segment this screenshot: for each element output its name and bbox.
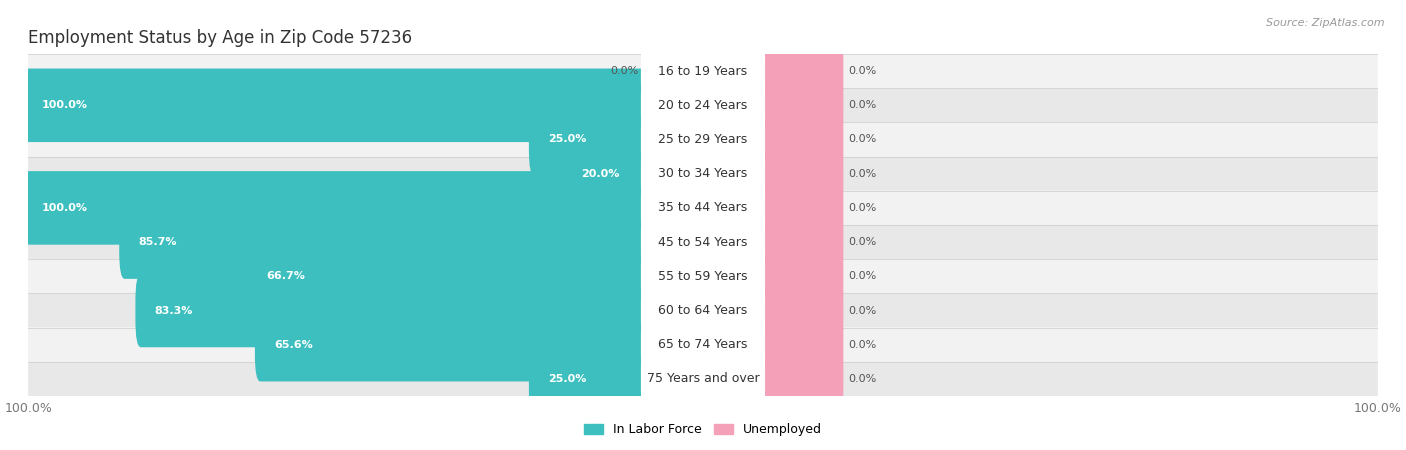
FancyBboxPatch shape bbox=[641, 158, 765, 258]
Text: 45 to 54 Years: 45 to 54 Years bbox=[658, 236, 748, 248]
Text: 0.0%: 0.0% bbox=[848, 169, 876, 179]
FancyBboxPatch shape bbox=[641, 192, 765, 292]
Text: 65 to 74 Years: 65 to 74 Years bbox=[658, 338, 748, 351]
FancyBboxPatch shape bbox=[28, 293, 1378, 328]
Text: 0.0%: 0.0% bbox=[610, 66, 638, 76]
Text: 100.0%: 100.0% bbox=[42, 203, 87, 213]
FancyBboxPatch shape bbox=[752, 171, 844, 245]
Text: Employment Status by Age in Zip Code 57236: Employment Status by Age in Zip Code 572… bbox=[28, 29, 412, 47]
FancyBboxPatch shape bbox=[135, 274, 709, 347]
Text: 0.0%: 0.0% bbox=[848, 135, 876, 144]
FancyBboxPatch shape bbox=[752, 274, 844, 347]
Text: 66.7%: 66.7% bbox=[266, 271, 305, 281]
FancyBboxPatch shape bbox=[22, 68, 709, 142]
FancyBboxPatch shape bbox=[641, 294, 765, 395]
Text: 0.0%: 0.0% bbox=[848, 374, 876, 384]
FancyBboxPatch shape bbox=[752, 239, 844, 313]
FancyBboxPatch shape bbox=[120, 205, 709, 279]
FancyBboxPatch shape bbox=[254, 308, 709, 382]
Text: 0.0%: 0.0% bbox=[848, 203, 876, 213]
FancyBboxPatch shape bbox=[752, 34, 844, 108]
FancyBboxPatch shape bbox=[641, 21, 765, 122]
FancyBboxPatch shape bbox=[28, 54, 1378, 88]
FancyBboxPatch shape bbox=[28, 88, 1378, 122]
FancyBboxPatch shape bbox=[28, 191, 1378, 225]
Text: 0.0%: 0.0% bbox=[848, 66, 876, 76]
FancyBboxPatch shape bbox=[752, 68, 844, 142]
Text: 35 to 44 Years: 35 to 44 Years bbox=[658, 202, 748, 214]
FancyBboxPatch shape bbox=[28, 259, 1378, 293]
FancyBboxPatch shape bbox=[752, 205, 844, 279]
FancyBboxPatch shape bbox=[28, 225, 1378, 259]
Text: 25 to 29 Years: 25 to 29 Years bbox=[658, 133, 748, 146]
Text: 20 to 24 Years: 20 to 24 Years bbox=[658, 99, 748, 112]
FancyBboxPatch shape bbox=[641, 123, 765, 224]
FancyBboxPatch shape bbox=[641, 226, 765, 327]
Text: 85.7%: 85.7% bbox=[138, 237, 177, 247]
Text: 0.0%: 0.0% bbox=[848, 340, 876, 350]
FancyBboxPatch shape bbox=[562, 137, 709, 211]
FancyBboxPatch shape bbox=[641, 260, 765, 361]
FancyBboxPatch shape bbox=[752, 308, 844, 382]
Text: 0.0%: 0.0% bbox=[848, 237, 876, 247]
FancyBboxPatch shape bbox=[22, 171, 709, 245]
Text: Source: ZipAtlas.com: Source: ZipAtlas.com bbox=[1267, 18, 1385, 28]
FancyBboxPatch shape bbox=[752, 103, 844, 176]
Text: 20.0%: 20.0% bbox=[582, 169, 620, 179]
Text: 0.0%: 0.0% bbox=[848, 271, 876, 281]
Legend: In Labor Force, Unemployed: In Labor Force, Unemployed bbox=[579, 418, 827, 441]
FancyBboxPatch shape bbox=[641, 89, 765, 190]
FancyBboxPatch shape bbox=[247, 239, 709, 313]
Text: 0.0%: 0.0% bbox=[848, 306, 876, 315]
Text: 55 to 59 Years: 55 to 59 Years bbox=[658, 270, 748, 283]
FancyBboxPatch shape bbox=[752, 137, 844, 211]
Text: 25.0%: 25.0% bbox=[548, 135, 586, 144]
FancyBboxPatch shape bbox=[28, 157, 1378, 191]
FancyBboxPatch shape bbox=[641, 55, 765, 156]
FancyBboxPatch shape bbox=[752, 342, 844, 416]
FancyBboxPatch shape bbox=[28, 362, 1378, 396]
FancyBboxPatch shape bbox=[28, 328, 1378, 362]
FancyBboxPatch shape bbox=[641, 328, 765, 429]
Text: 83.3%: 83.3% bbox=[155, 306, 193, 315]
Text: 16 to 19 Years: 16 to 19 Years bbox=[658, 65, 748, 77]
Text: 75 Years and over: 75 Years and over bbox=[647, 373, 759, 385]
FancyBboxPatch shape bbox=[529, 342, 709, 416]
Text: 60 to 64 Years: 60 to 64 Years bbox=[658, 304, 748, 317]
Text: 30 to 34 Years: 30 to 34 Years bbox=[658, 167, 748, 180]
Text: 100.0%: 100.0% bbox=[42, 100, 87, 110]
Text: 25.0%: 25.0% bbox=[548, 374, 586, 384]
FancyBboxPatch shape bbox=[28, 122, 1378, 157]
Text: 65.6%: 65.6% bbox=[274, 340, 312, 350]
FancyBboxPatch shape bbox=[529, 103, 709, 176]
Text: 0.0%: 0.0% bbox=[848, 100, 876, 110]
